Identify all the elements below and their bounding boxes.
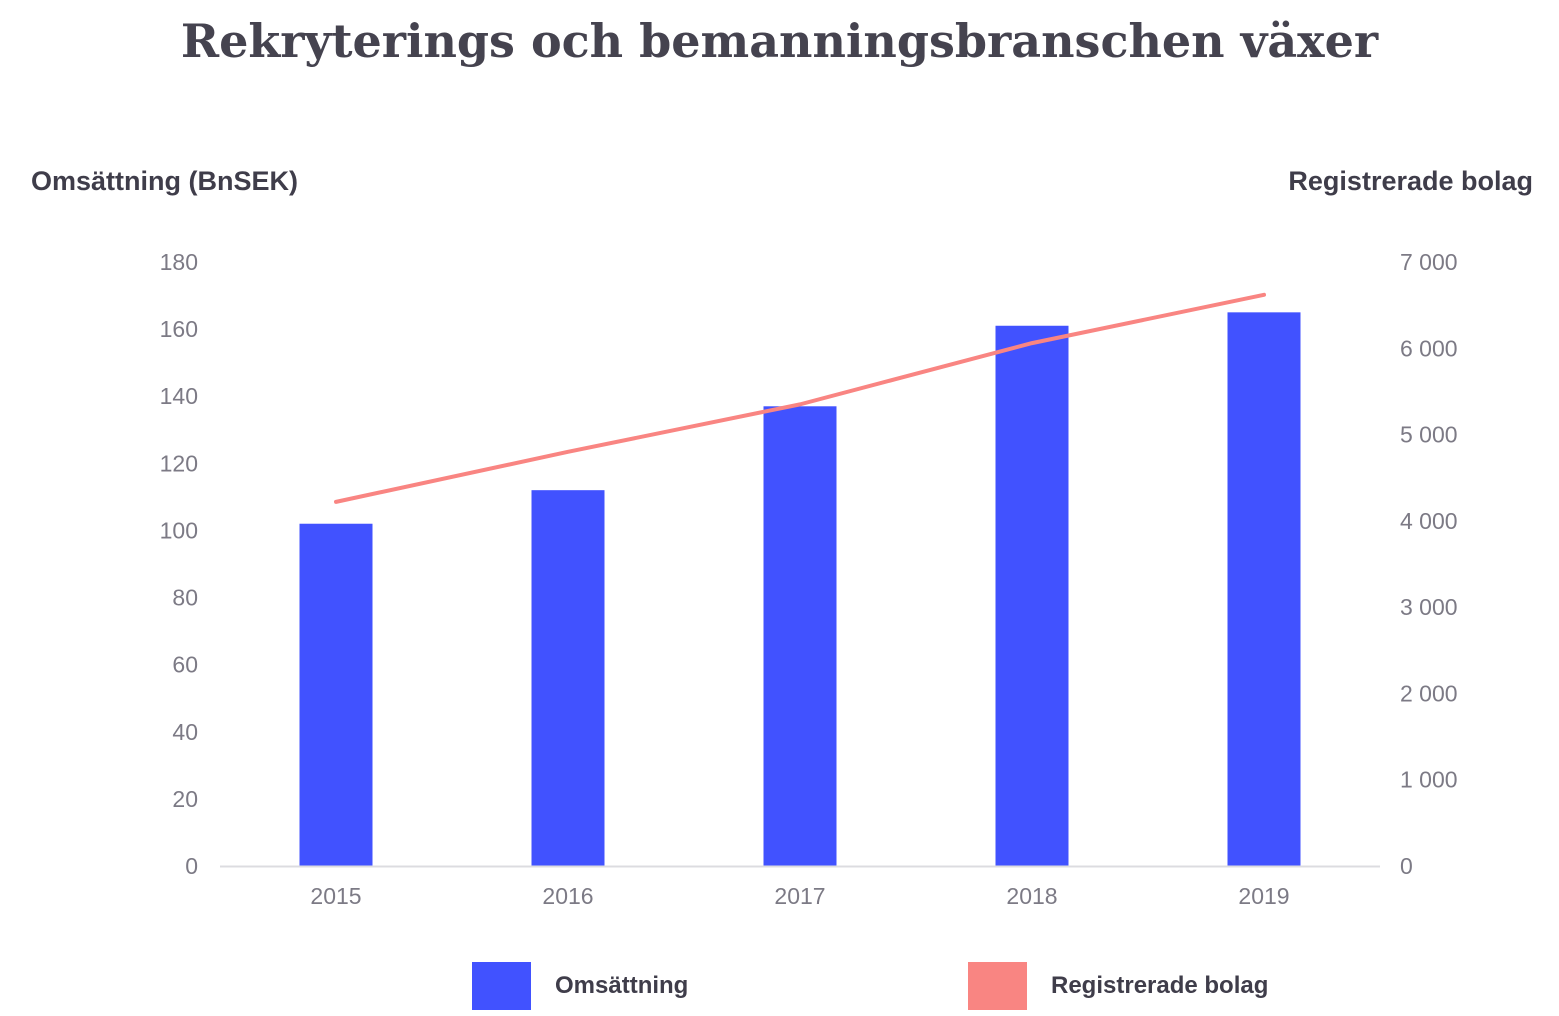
right-tick-label: 5 000 <box>1400 422 1458 448</box>
x-tick-label: 2019 <box>1238 883 1289 909</box>
right-tick-label: 1 000 <box>1400 767 1458 793</box>
legend-swatch-registrerade-bolag <box>968 962 1027 1010</box>
bar-series <box>299 312 1301 866</box>
x-tick-label: 2015 <box>310 883 361 909</box>
line-series <box>334 292 1266 504</box>
right-tick-label: 6 000 <box>1400 335 1458 361</box>
legend-swatch-omsattning <box>472 962 531 1010</box>
right-axis-ticks: 0 1 000 2 000 3 000 4 000 5 000 6 000 7 000 <box>1400 249 1458 879</box>
left-axis-title: Omsättning (BnSEK) <box>31 166 298 196</box>
left-tick-label: 160 <box>160 316 198 342</box>
left-tick-label: 20 <box>172 786 198 812</box>
left-axis-ticks: 0 20 40 60 80 100 120 140 160 180 <box>160 249 198 879</box>
left-tick-label: 0 <box>185 853 198 879</box>
left-tick-label: 60 <box>172 652 198 678</box>
bar-2015 <box>299 523 373 866</box>
left-tick-label: 80 <box>172 585 198 611</box>
legend: Omsättning Registrerade bolag <box>0 962 1559 1010</box>
x-axis-ticks: 2015 2016 2017 2018 2019 <box>310 883 1289 909</box>
chart-title: Rekryterings och bemanningsbranschen väx… <box>180 14 1379 68</box>
x-tick-label: 2017 <box>774 883 825 909</box>
right-tick-label: 0 <box>1400 853 1413 879</box>
right-axis-title: Registrerade bolag <box>1288 166 1533 196</box>
legend-item-registrerade-bolag: Registrerade bolag <box>968 962 1268 1010</box>
legend-label-omsattning: Omsättning <box>555 972 689 999</box>
right-tick-label: 7 000 <box>1400 249 1458 275</box>
left-tick-label: 180 <box>160 249 198 275</box>
legend-item-omsattning: Omsättning <box>472 962 688 1010</box>
right-tick-label: 3 000 <box>1400 594 1458 620</box>
bar-2019 <box>1227 312 1301 866</box>
x-tick-label: 2016 <box>542 883 593 909</box>
legend-label-registrerade-bolag: Registrerade bolag <box>1051 972 1269 999</box>
x-tick-label: 2018 <box>1006 883 1057 909</box>
left-tick-label: 100 <box>160 517 198 543</box>
bar-2018 <box>995 325 1069 866</box>
right-tick-label: 2 000 <box>1400 680 1458 706</box>
left-tick-label: 120 <box>160 450 198 476</box>
bar-2016 <box>531 490 605 866</box>
left-tick-label: 140 <box>160 383 198 409</box>
left-tick-label: 40 <box>172 719 198 745</box>
right-tick-label: 4 000 <box>1400 508 1458 534</box>
bar-2017 <box>763 406 837 866</box>
